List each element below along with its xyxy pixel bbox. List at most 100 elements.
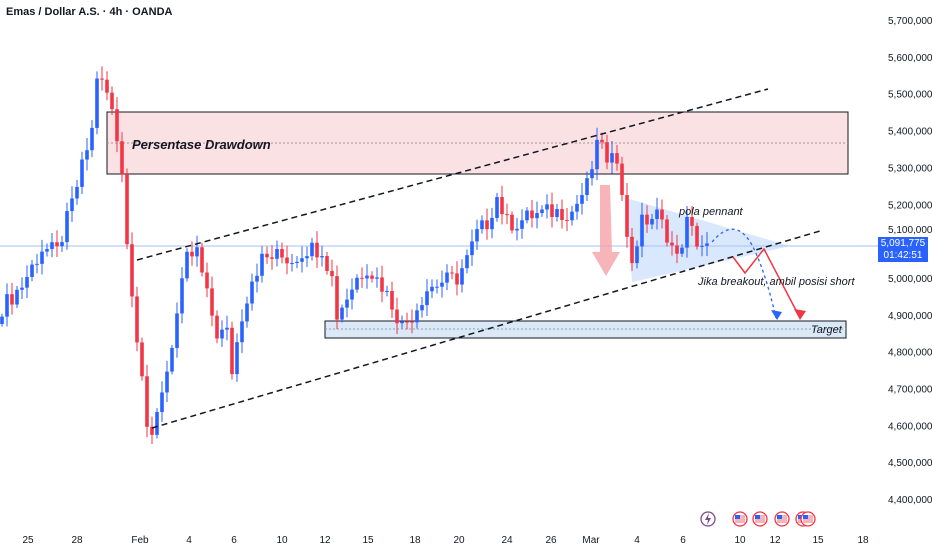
price-tick-label: 4,700,000 [888,385,932,396]
projection-zigzag-path[interactable] [732,247,801,319]
time-tick-label: 10 [734,535,746,546]
time-tick-label: 12 [319,535,331,546]
candles [0,66,709,445]
candle-body [260,253,264,276]
candle-body [405,321,409,323]
candle-body [570,211,574,221]
candle-body [535,213,539,219]
candle-countdown: 01:42:51 [883,250,923,261]
candle-body [60,242,64,247]
candle-body [615,153,619,164]
candle-body [75,186,79,199]
candle-body [270,257,274,259]
candle-body [15,289,19,305]
candle-body [625,195,629,237]
candle-body [210,288,214,316]
chart-title: Emas / Dollar A.S. · 4h · OANDA [6,6,173,18]
time-tick-label: Mar [582,535,600,546]
time-axis[interactable]: 25 28 Feb 4 6 10 12 15 18 20 24 26 Mar 4 6 10 12 15 18 [22,535,869,546]
candle-body [700,245,704,247]
flag-canton [777,515,782,519]
candle-body [290,263,294,265]
time-tick-label: 20 [453,535,465,546]
channel-upper-line[interactable] [136,88,769,261]
candle-body [645,214,649,225]
candle-body [420,305,424,311]
price-tick-label: 5,700,000 [888,16,932,27]
price-tick-label: 4,800,000 [888,348,932,359]
candle-body [160,392,164,413]
candle-body [540,209,544,214]
candle-body [325,256,329,271]
time-tick-label: 12 [769,535,781,546]
candle-body [480,220,484,230]
candle-body [400,321,404,324]
candle-body [55,242,59,247]
candle-body [360,277,364,279]
time-tick-label: 6 [231,535,237,546]
candle-body [425,291,429,306]
candle-body [95,78,99,128]
projection-dotted-path[interactable] [711,228,777,319]
candle-body [10,294,14,305]
time-tick-label: 4 [634,535,640,546]
flag-canton [803,515,808,519]
candle-body [25,276,29,288]
candle-body [230,327,234,375]
candle-body [150,426,154,435]
candle-body [340,307,344,320]
candle-body [345,299,349,308]
price-tick-label: 5,300,000 [888,163,932,174]
time-tick-label: 10 [276,535,288,546]
down-arrow-icon [592,185,620,276]
candle-body [365,275,369,279]
candle-body [605,142,609,163]
candle-body [180,278,184,314]
candle-body [185,251,189,279]
current-price-tag: 5,091,775 01:42:51 [878,237,928,262]
candle-body [40,251,44,264]
candle-body [50,242,54,249]
candle-body [650,218,654,225]
events-row[interactable] [700,511,816,527]
candle-body [200,247,204,273]
candle-body [505,214,509,216]
channel-lower-line[interactable] [151,230,821,429]
candle-body [685,217,689,248]
time-tick-label: 4 [186,535,192,546]
candle-body [630,236,634,264]
candle-body [355,277,359,290]
candle-body [515,228,519,231]
candle-body [520,220,524,229]
candle-body [680,247,684,254]
candle-body [265,253,269,258]
candle-body [395,309,399,324]
breakout-label: Jika breakout, ambil posisi short [697,276,855,288]
candle-body [305,256,309,259]
candle-body [370,275,374,279]
candle-body [215,315,219,339]
time-tick-label: 18 [409,535,421,546]
candle-body [555,209,559,217]
candle-body [330,270,334,277]
candle-body [250,281,254,304]
candle-body [135,296,139,343]
candle-body [485,220,489,230]
candle-body [5,294,9,317]
flag-canton [735,515,740,519]
candle-body [510,214,514,231]
price-tick-label: 5,600,000 [888,53,932,64]
candle-body [460,268,464,285]
drawdown-label: Persentase Drawdown [132,137,271,152]
candle-body [335,276,339,320]
candle-body [280,248,284,258]
candle-body [440,282,444,287]
lightning-glyph [705,513,711,525]
candle-body [310,242,314,257]
price-axis[interactable]: 5,700,000 5,600,000 5,500,000 5,400,000 5,30… [888,16,932,506]
candle-body [410,321,414,323]
candle-body [125,174,129,245]
candle-body [610,153,614,163]
candle-body [530,210,534,219]
